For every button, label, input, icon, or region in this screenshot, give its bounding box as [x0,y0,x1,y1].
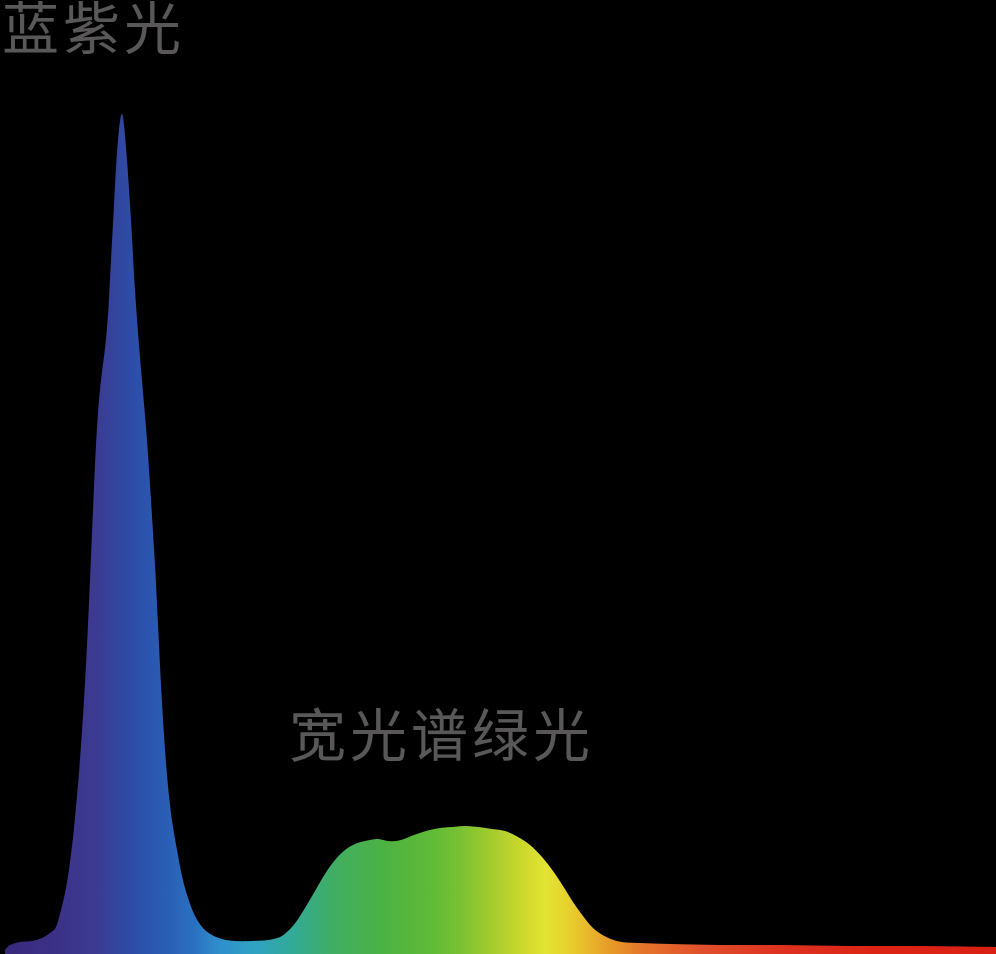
spectrum-curve [5,113,996,954]
broad-green-hump-label: 宽光谱绿光 [289,704,594,770]
blue-violet-peak-label: 蓝紫光 [2,0,185,63]
